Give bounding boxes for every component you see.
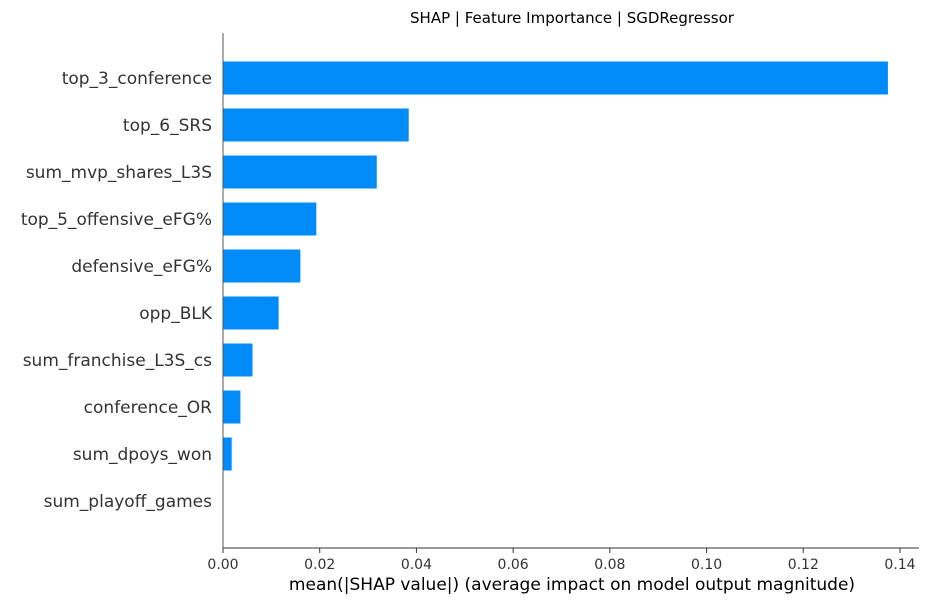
x-tick-label: 0.14 <box>884 557 915 573</box>
category-labels: top_3_conference top_6_SRS sum_mvp_shares_… <box>21 69 213 512</box>
x-tick-label: 0.12 <box>788 557 819 573</box>
category-label: sum_mvp_shares_L3S <box>26 163 212 183</box>
category-label: sum_playoff_games <box>44 492 213 512</box>
category-label: top_3_conference <box>62 69 212 89</box>
x-axis-label: mean(|SHAP value|) (average impact on mo… <box>289 575 855 595</box>
x-tick-label: 0.06 <box>498 557 529 573</box>
x-axis-ticks: 0.00 0.02 0.04 0.06 0.08 0.10 0.12 0.14 <box>207 548 916 573</box>
x-tick-label: 0.08 <box>594 557 625 573</box>
bar-opp_BLK <box>223 296 279 330</box>
x-tick-label: 0.00 <box>207 557 238 573</box>
bar-sum_dpoys_won <box>223 437 232 471</box>
bar-sum_mvp_shares_L3S <box>223 155 377 189</box>
category-label: opp_BLK <box>139 304 213 324</box>
category-label: defensive_eFG% <box>71 257 212 277</box>
bar-conference_OR <box>223 390 241 424</box>
x-tick-label: 0.04 <box>401 557 432 573</box>
category-label: sum_dpoys_won <box>73 445 212 465</box>
bar-sum_franchise_L3S_cs <box>223 343 253 377</box>
category-label: top_6_SRS <box>123 116 212 136</box>
bars-group <box>223 61 888 471</box>
category-label: top_5_offensive_eFG% <box>21 210 212 230</box>
bar-defensive_eFG% <box>223 249 301 283</box>
chart-title: SHAP | Feature Importance | SGDRegressor <box>410 9 735 27</box>
category-label: conference_OR <box>84 398 213 418</box>
bar-top_5_offensive_eFG% <box>223 202 317 236</box>
x-tick-label: 0.10 <box>691 557 722 573</box>
x-tick-label: 0.02 <box>304 557 335 573</box>
category-label: sum_franchise_L3S_cs <box>23 351 212 371</box>
bar-top_6_SRS <box>223 108 409 142</box>
bar-top_3_conference <box>223 61 888 95</box>
